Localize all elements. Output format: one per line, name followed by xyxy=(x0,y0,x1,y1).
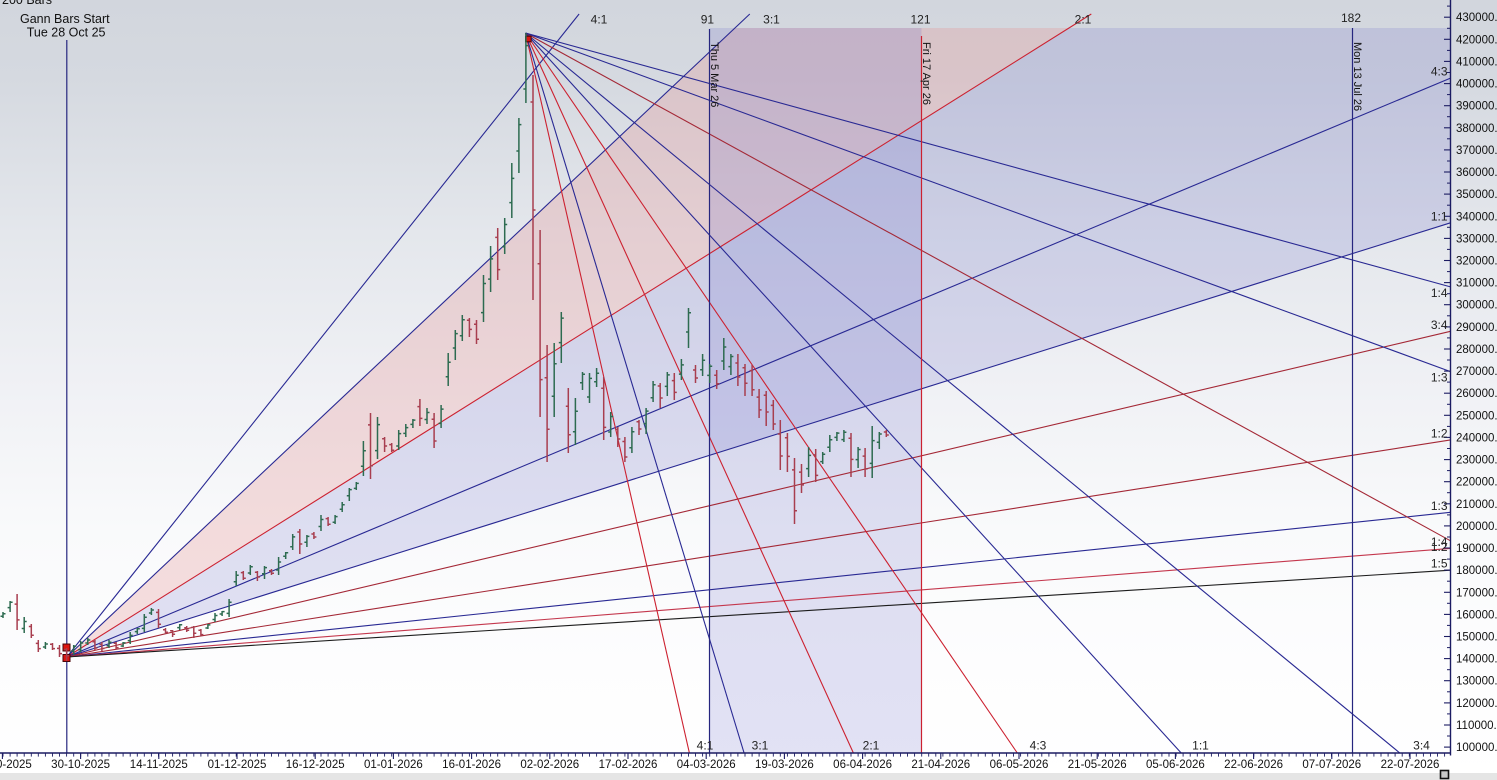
svg-text:91: 91 xyxy=(701,13,715,27)
svg-text:430000.: 430000. xyxy=(1456,12,1497,24)
svg-text:230000.: 230000. xyxy=(1456,455,1497,467)
svg-text:300000.: 300000. xyxy=(1456,300,1497,312)
svg-text:Fri 17 Apr 26: Fri 17 Apr 26 xyxy=(920,42,932,105)
svg-text:21-05-2026: 21-05-2026 xyxy=(1068,759,1127,771)
svg-text:410000.: 410000. xyxy=(1456,56,1497,68)
svg-text:310000.: 310000. xyxy=(1456,278,1497,290)
svg-text:22-06-2026: 22-06-2026 xyxy=(1224,759,1283,771)
svg-text:320000.: 320000. xyxy=(1456,256,1497,268)
svg-text:280000.: 280000. xyxy=(1456,344,1497,356)
svg-text:01-12-2025: 01-12-2025 xyxy=(208,759,267,771)
svg-text:290000.: 290000. xyxy=(1456,322,1497,334)
svg-text:182: 182 xyxy=(1341,11,1361,25)
svg-text:1:3: 1:3 xyxy=(1431,499,1448,513)
svg-text:240000.: 240000. xyxy=(1456,432,1497,444)
svg-text:17-02-2026: 17-02-2026 xyxy=(599,759,658,771)
svg-text:19-03-2026: 19-03-2026 xyxy=(755,759,814,771)
svg-text:06-04-2026: 06-04-2026 xyxy=(833,759,892,771)
svg-text:1:4: 1:4 xyxy=(1431,535,1448,549)
svg-text:4:3: 4:3 xyxy=(1030,739,1047,753)
svg-text:250000.: 250000. xyxy=(1456,410,1497,422)
svg-text:3:4: 3:4 xyxy=(1413,739,1430,753)
svg-text:1:2: 1:2 xyxy=(1431,426,1448,440)
svg-text:380000.: 380000. xyxy=(1456,123,1497,135)
svg-text:2:1: 2:1 xyxy=(1075,13,1092,27)
svg-text:150000.: 150000. xyxy=(1456,632,1497,644)
svg-text:1:1: 1:1 xyxy=(1192,739,1209,753)
svg-text:01-01-2026: 01-01-2026 xyxy=(364,759,423,771)
svg-text:390000.: 390000. xyxy=(1456,101,1497,113)
svg-text:200000.: 200000. xyxy=(1456,521,1497,533)
svg-text:360000.: 360000. xyxy=(1456,167,1497,179)
svg-text:3:4: 3:4 xyxy=(1431,318,1448,332)
svg-text:220000.: 220000. xyxy=(1456,477,1497,489)
svg-text:30-10-2025: 30-10-2025 xyxy=(51,759,110,771)
svg-text:07-07-2026: 07-07-2026 xyxy=(1302,759,1361,771)
svg-text:370000.: 370000. xyxy=(1456,145,1497,157)
svg-text:160000.: 160000. xyxy=(1456,609,1497,621)
svg-text:02-02-2026: 02-02-2026 xyxy=(520,759,579,771)
svg-text:04-03-2026: 04-03-2026 xyxy=(677,759,736,771)
svg-text:4:3: 4:3 xyxy=(1431,65,1448,79)
svg-text:130000.: 130000. xyxy=(1456,676,1497,688)
svg-text:3:1: 3:1 xyxy=(763,13,780,27)
svg-text:350000.: 350000. xyxy=(1456,189,1497,201)
svg-text:330000.: 330000. xyxy=(1456,233,1497,245)
svg-text:140000.: 140000. xyxy=(1456,654,1497,666)
svg-text:05-06-2026: 05-06-2026 xyxy=(1146,759,1205,771)
svg-text:1:5: 1:5 xyxy=(1431,557,1448,571)
svg-text:100000.: 100000. xyxy=(1456,742,1497,754)
svg-text:Tue 28 Oct 25: Tue 28 Oct 25 xyxy=(27,26,106,40)
svg-text:06-05-2026: 06-05-2026 xyxy=(990,759,1049,771)
svg-text:3:1: 3:1 xyxy=(752,739,769,753)
svg-text:400000.: 400000. xyxy=(1456,79,1497,91)
svg-text:121: 121 xyxy=(910,13,930,27)
svg-text:14-11-2025: 14-11-2025 xyxy=(130,759,188,771)
svg-text:4:1: 4:1 xyxy=(697,739,714,753)
svg-text:Thu 5 Mar 26: Thu 5 Mar 26 xyxy=(708,42,720,107)
svg-text:4:1: 4:1 xyxy=(591,13,608,27)
svg-text:1:4: 1:4 xyxy=(1431,286,1448,300)
svg-text:120000.: 120000. xyxy=(1456,698,1497,710)
svg-text:420000.: 420000. xyxy=(1456,34,1497,46)
svg-text:Gann Bars Start: Gann Bars Start xyxy=(20,12,110,26)
svg-text:110000.: 110000. xyxy=(1456,720,1497,732)
svg-text:16-12-2025: 16-12-2025 xyxy=(286,759,345,771)
svg-text:16-01-2026: 16-01-2026 xyxy=(442,759,501,771)
svg-text:1:2: 1:2 xyxy=(1431,540,1448,554)
svg-text:190000.: 190000. xyxy=(1456,543,1497,555)
svg-text:340000.: 340000. xyxy=(1456,211,1497,223)
svg-text:22-07-2026: 22-07-2026 xyxy=(1381,759,1440,771)
svg-text:180000.: 180000. xyxy=(1456,565,1497,577)
svg-text:2:1: 2:1 xyxy=(863,739,880,753)
svg-text:260000.: 260000. xyxy=(1456,388,1497,400)
svg-text:270000.: 270000. xyxy=(1456,366,1497,378)
svg-text:170000.: 170000. xyxy=(1456,587,1497,599)
svg-text:Mon 13 Jul 26: Mon 13 Jul 26 xyxy=(1351,42,1363,111)
svg-text:200 Bars: 200 Bars xyxy=(2,0,52,7)
svg-text:210000.: 210000. xyxy=(1456,499,1497,511)
svg-text:1:3: 1:3 xyxy=(1431,371,1448,385)
svg-text:21-04-2026: 21-04-2026 xyxy=(911,759,970,771)
svg-text:15-10-2025: 15-10-2025 xyxy=(0,759,32,771)
svg-text:1:1: 1:1 xyxy=(1431,209,1448,223)
